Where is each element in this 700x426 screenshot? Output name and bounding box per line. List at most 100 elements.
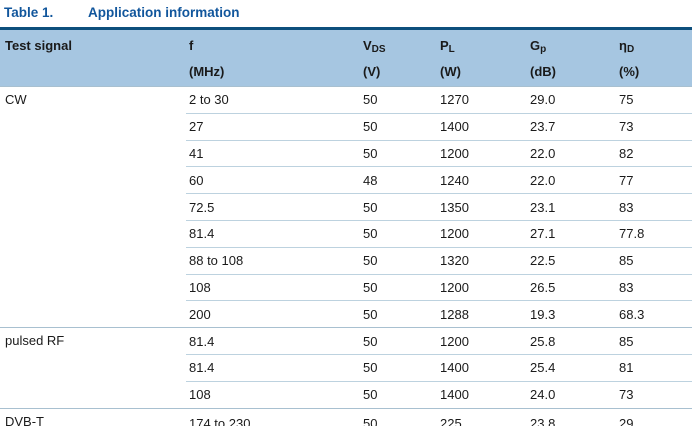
table-row: 81.4 50 1200 27.1 77.8	[0, 219, 692, 248]
cell-vds: 50	[360, 353, 437, 382]
cell-vds: 50	[360, 300, 437, 328]
cell-f: 200	[186, 300, 360, 328]
table-title-label: Table 1.	[4, 5, 54, 20]
cell-f: 72.5	[186, 193, 360, 221]
cell-vds: 50	[360, 219, 437, 248]
cell-f: 88 to 108	[186, 246, 360, 275]
header-test-signal-label: Test signal	[5, 38, 72, 53]
table-title-caption: Application information	[88, 5, 240, 20]
header-f-symbol: f	[189, 38, 194, 53]
cell-eta: 75	[616, 86, 692, 114]
cell-pl: 1320	[437, 246, 527, 275]
table-row: 27 50 1400 23.7 73	[0, 112, 692, 141]
cell-gp: 19.3	[527, 300, 616, 328]
cell-f: 108	[186, 273, 360, 301]
header-eta-sub: D	[626, 44, 635, 55]
cell-f: 27	[186, 112, 360, 141]
cell-eta: 82	[616, 139, 692, 167]
cell-pl: 1288	[437, 300, 527, 328]
table-body: CW 2 to 30 50 1270 29.0 75 27 50 1400 23…	[0, 85, 692, 426]
header-gp-symbol: G	[530, 38, 541, 53]
cell-pl: 1200	[437, 327, 527, 355]
header-gp-unit: (dB)	[530, 64, 556, 79]
cell-vds: 50	[360, 327, 437, 355]
cell-eta: 81	[616, 353, 692, 382]
signal-group-cell: pulsed RF	[0, 327, 186, 409]
cell-eta: 29	[616, 407, 692, 426]
cell-gp: 27.1	[527, 219, 616, 248]
cell-gp: 25.4	[527, 353, 616, 382]
table-row: 88 to 108 50 1320 22.5 85	[0, 246, 692, 275]
signal-group-cell: DVB-T	[0, 407, 186, 426]
cell-vds: 50	[360, 380, 437, 409]
header-pl-unit: (W)	[440, 64, 461, 79]
cell-f: 60	[186, 166, 360, 194]
cell-gp: 24.0	[527, 380, 616, 409]
cell-eta: 77.8	[616, 219, 692, 248]
cell-pl: 1200	[437, 273, 527, 301]
column-header-eta-d: ηD (%)	[616, 28, 692, 87]
cell-gp: 26.5	[527, 273, 616, 301]
header-eta-symbol: η	[619, 38, 627, 53]
table-title: Table 1. Application information	[4, 5, 696, 25]
table-row: DVB-T 174 to 230 50 225 23.8 29	[0, 407, 692, 426]
column-header-gp: Gp (dB)	[527, 28, 616, 87]
cell-eta: 73	[616, 380, 692, 409]
header-vds-symbol: V	[363, 38, 372, 53]
table-row: 108 50 1200 26.5 83	[0, 273, 692, 301]
cell-eta: 85	[616, 327, 692, 355]
cell-gp: 22.0	[527, 166, 616, 194]
cell-pl: 225	[437, 407, 527, 426]
cell-f: 2 to 30	[186, 86, 360, 114]
header-vds-sub: DS	[371, 44, 386, 55]
header-eta-unit: (%)	[619, 64, 640, 79]
cell-pl: 1240	[437, 166, 527, 194]
cell-eta: 85	[616, 246, 692, 275]
cell-vds: 50	[360, 86, 437, 114]
cell-pl: 1200	[437, 139, 527, 167]
cell-f: 108	[186, 380, 360, 409]
cell-pl: 1400	[437, 353, 527, 382]
cell-vds: 50	[360, 407, 437, 426]
table-row: CW 2 to 30 50 1270 29.0 75	[0, 85, 692, 328]
cell-pl: 1400	[437, 112, 527, 141]
table-row: 72.5 50 1350 23.1 83	[0, 193, 692, 221]
cell-f: 81.4	[186, 219, 360, 248]
cell-eta: 77	[616, 166, 692, 194]
table-row: 108 50 1400 24.0 73	[0, 380, 692, 409]
cell-gp: 23.1	[527, 193, 616, 221]
cell-pl: 1400	[437, 380, 527, 409]
table-row: 41 50 1200 22.0 82	[0, 139, 692, 167]
cell-vds: 50	[360, 112, 437, 141]
cell-f: 81.4	[186, 327, 360, 355]
header-vds-unit: (V)	[363, 64, 381, 79]
cell-vds: 50	[360, 139, 437, 167]
cell-f: 41	[186, 139, 360, 167]
cell-pl: 1270	[437, 86, 527, 114]
cell-eta: 83	[616, 273, 692, 301]
cell-vds: 48	[360, 166, 437, 194]
cell-gp: 22.5	[527, 246, 616, 275]
table-header: Test signal f (MHz) VDS (V) PL (W) Gp (d…	[0, 28, 692, 87]
cell-f: 81.4	[186, 353, 360, 382]
cell-gp: 22.0	[527, 139, 616, 167]
column-header-vds: VDS (V)	[360, 28, 437, 87]
cell-gp: 29.0	[527, 86, 616, 114]
application-information-table: Test signal f (MHz) VDS (V) PL (W) Gp (d…	[0, 27, 692, 426]
cell-gp: 23.8	[527, 407, 616, 426]
header-pl-symbol: P	[440, 38, 449, 53]
column-header-pl: PL (W)	[437, 28, 527, 87]
table-row: 200 50 1288 19.3 68.3	[0, 300, 692, 328]
cell-vds: 50	[360, 246, 437, 275]
table-row: 81.4 50 1400 25.4 81	[0, 353, 692, 382]
signal-group-cell: CW	[0, 85, 186, 328]
column-header-test-signal: Test signal	[0, 28, 186, 87]
cell-eta: 68.3	[616, 300, 692, 328]
header-pl-sub: L	[448, 44, 455, 55]
cell-eta: 83	[616, 193, 692, 221]
table-row: 60 48 1240 22.0 77	[0, 166, 692, 194]
cell-f: 174 to 230	[186, 407, 360, 426]
cell-gp: 25.8	[527, 327, 616, 355]
cell-gp: 23.7	[527, 112, 616, 141]
